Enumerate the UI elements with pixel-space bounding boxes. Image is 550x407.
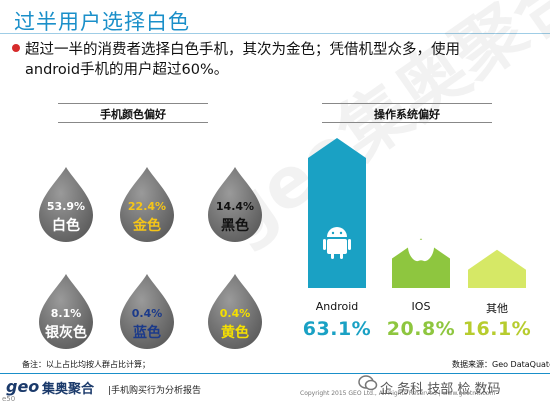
- wechat-account-label: 企 务科 技部 检 数码: [380, 382, 501, 397]
- color-drop: 53.9% 白色: [33, 165, 99, 243]
- bullet-text-line-2: android手机的用户超过60%。: [25, 62, 229, 78]
- os-bar-chart: [308, 138, 526, 288]
- color-drop-label: 黑色: [221, 218, 249, 234]
- os-category-label: Android: [315, 300, 359, 313]
- color-section-rule-bottom: [58, 122, 208, 123]
- color-drop-label: 蓝色: [133, 325, 161, 341]
- android-icon: [323, 227, 351, 259]
- color-chart-title: 手机颜色偏好: [100, 108, 166, 121]
- logo-geo: geo: [6, 377, 40, 396]
- os-category-label: IOS: [411, 300, 431, 313]
- color-drop-label: 黄色: [221, 325, 249, 341]
- copyright-text: Copyright 2015 GEO Ltd., All Rights Rese…: [300, 390, 496, 397]
- bullet-text-line-1: 超过一半的消费者选择白色手机，其次为金色；凭借机型众多，使用: [25, 42, 460, 58]
- color-drop-label: 银灰色: [45, 325, 87, 341]
- color-drop-percent: 0.4%: [219, 307, 251, 320]
- os-bar: [308, 138, 366, 288]
- footnote: 备注：以上占比均按人群占比计算；: [22, 360, 150, 369]
- wechat-icon: [358, 375, 378, 391]
- os-value-label: 20.8%: [386, 318, 456, 340]
- color-drop-percent: 53.9%: [46, 200, 86, 213]
- bullet-dot: [12, 44, 20, 52]
- color-section-rule-top: [58, 103, 208, 104]
- color-drop: 22.4% 金色: [114, 165, 180, 243]
- color-drop-percent: 0.4%: [131, 307, 163, 320]
- figure-id: e50: [2, 395, 16, 403]
- os-bar: [468, 249, 526, 288]
- color-drop: 14.4% 黑色: [202, 165, 268, 243]
- title-divider: [0, 33, 550, 34]
- os-section-rule-bottom: [322, 122, 492, 123]
- color-drop: 8.1% 银灰色: [33, 272, 99, 350]
- footer-slogan: |手机购买行为分析报告: [108, 386, 202, 396]
- os-category-label: 其他: [486, 302, 508, 315]
- os-value-label: 63.1%: [302, 318, 372, 340]
- apple-icon: [407, 231, 435, 262]
- color-drop-label: 金色: [133, 218, 161, 234]
- color-drop: 0.4% 蓝色: [114, 272, 180, 350]
- footer-divider: [0, 373, 550, 374]
- os-value-label: 16.1%: [462, 318, 532, 340]
- color-drop: 0.4% 黄色: [202, 272, 268, 350]
- color-drop-label: 白色: [52, 218, 80, 234]
- os-bar: [392, 238, 450, 288]
- logo-text: 集奥聚合: [42, 382, 95, 397]
- os-section-rule-top: [322, 103, 492, 104]
- data-source: 数据来源：Geo DataQuate: [452, 360, 550, 369]
- color-drop-percent: 22.4%: [127, 200, 167, 213]
- color-drop-percent: 14.4%: [215, 200, 255, 213]
- page-title: 过半用户选择白色: [14, 10, 190, 34]
- os-chart-title: 操作系统偏好: [374, 108, 440, 121]
- color-drop-percent: 8.1%: [50, 307, 82, 320]
